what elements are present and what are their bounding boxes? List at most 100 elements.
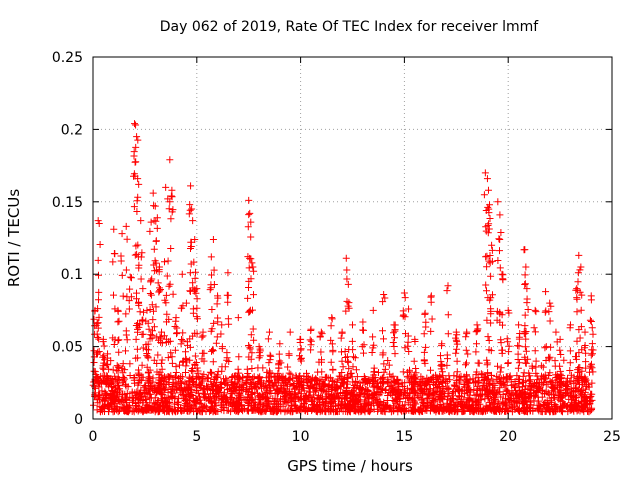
data-point (158, 328, 166, 336)
plot-frame (92, 56, 613, 420)
data-point (405, 305, 413, 313)
data-point (531, 306, 539, 314)
data-point (317, 328, 325, 336)
data-point (189, 217, 197, 225)
data-point (149, 189, 157, 197)
data-point (134, 175, 142, 183)
scatter-markers-baseline (89, 136, 597, 416)
data-point (587, 292, 595, 300)
data-point (164, 195, 172, 203)
data-point (147, 218, 155, 226)
data-points (89, 120, 597, 416)
data-point (139, 285, 147, 293)
data-point (199, 328, 207, 336)
data-point (438, 340, 446, 348)
data-point (297, 335, 305, 343)
data-point (481, 169, 489, 177)
data-point (552, 328, 560, 336)
y-tick-labels: 0 0.05 0.1 0.15 0.2 0.25 (52, 50, 83, 428)
y-tick-label: 0 (74, 412, 83, 428)
y-tick-label: 0.05 (52, 340, 83, 356)
data-point (581, 328, 589, 336)
data-point (214, 292, 222, 300)
data-point (95, 220, 103, 228)
data-point (93, 319, 101, 327)
data-point (338, 328, 346, 336)
data-point (452, 328, 460, 336)
data-point (444, 282, 452, 290)
data-point (246, 209, 254, 217)
data-point (104, 350, 112, 358)
data-point (276, 340, 284, 348)
data-point (182, 299, 190, 307)
data-point (342, 254, 350, 262)
data-point (143, 306, 151, 314)
data-point (218, 321, 226, 329)
data-point (411, 335, 419, 343)
data-point (573, 285, 581, 293)
data-point (110, 225, 118, 233)
data-point (427, 292, 435, 300)
data-point (187, 182, 195, 190)
x-tick-label: 15 (395, 429, 413, 445)
y-tick-label: 0.1 (61, 267, 83, 283)
data-point (122, 222, 130, 230)
x-tick-labels: 0 5 10 15 20 25 (89, 429, 621, 445)
data-point (153, 214, 161, 222)
data-point (307, 325, 315, 333)
x-tick-label: 5 (192, 429, 201, 445)
data-point (168, 186, 176, 194)
data-point (137, 217, 145, 225)
data-point (126, 273, 134, 281)
chart-title: Day 062 of 2019, Rate Of TEC Index for r… (160, 19, 540, 35)
data-point (488, 241, 496, 249)
data-point (249, 263, 257, 271)
axis-ticks (92, 56, 613, 420)
data-point (209, 235, 217, 243)
data-point (344, 280, 352, 288)
data-point (349, 321, 356, 329)
data-point (166, 156, 174, 164)
data-point (99, 335, 107, 343)
data-point (566, 321, 574, 329)
data-point (162, 183, 170, 191)
data-point (463, 328, 471, 336)
data-point (193, 285, 201, 293)
data-point (588, 324, 596, 332)
data-point (132, 121, 140, 129)
y-axis-label: ROTI / TECUs (5, 189, 23, 287)
data-point (133, 133, 141, 141)
data-point (224, 269, 232, 277)
data-point (473, 321, 481, 329)
data-point (245, 196, 253, 204)
data-point (483, 175, 491, 183)
data-point (577, 263, 585, 271)
data-point (118, 230, 126, 238)
data-point (191, 235, 199, 243)
data-point (486, 201, 494, 209)
data-point (504, 306, 512, 314)
data-point (546, 299, 554, 307)
y-tick-label: 0.2 (61, 122, 83, 138)
data-point (494, 198, 502, 206)
data-point (145, 325, 153, 333)
data-point (390, 321, 398, 329)
data-point (575, 251, 583, 259)
data-point (265, 328, 273, 336)
data-point (172, 314, 180, 322)
data-point (522, 263, 530, 271)
data-point (114, 306, 122, 314)
data-point (369, 306, 377, 314)
data-point (400, 289, 408, 297)
data-point (484, 186, 492, 194)
data-point (515, 321, 523, 329)
data-point (94, 217, 102, 225)
data-point (286, 328, 294, 336)
data-point (178, 270, 186, 278)
x-axis-label: GPS time / hours (287, 457, 413, 475)
data-point (234, 314, 242, 322)
data-point (131, 120, 139, 128)
data-point (556, 335, 564, 343)
data-point (188, 205, 196, 213)
